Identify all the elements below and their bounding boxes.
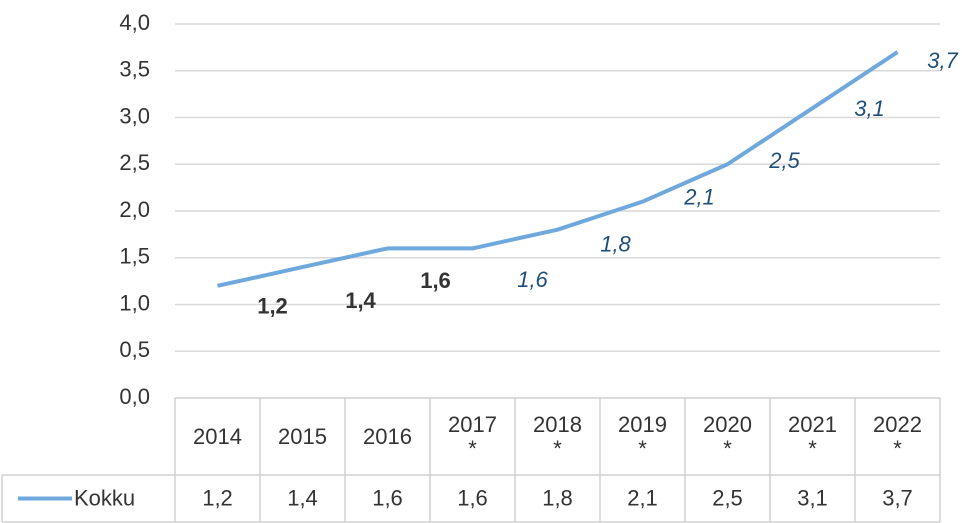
table-value: 1,8 — [542, 485, 573, 510]
y-tick-label: 2,0 — [119, 197, 150, 222]
y-tick-label: 1,5 — [119, 244, 150, 269]
table-value: 3,7 — [882, 485, 913, 510]
x-tick-label: 2014 — [193, 423, 242, 449]
x-tick-label: 2019 * — [618, 411, 667, 461]
y-tick-label: 3,0 — [119, 103, 150, 128]
data-label: 1,6 — [420, 268, 451, 293]
y-tick-label: 0,5 — [119, 337, 150, 362]
x-tick-label: 2021 * — [788, 411, 837, 461]
data-label: 3,7 — [927, 48, 958, 73]
table-value: 3,1 — [797, 485, 828, 510]
x-tick-label: 2017 * — [448, 411, 497, 461]
legend-label: Kokku — [74, 485, 135, 510]
x-tick-label: 2015 — [278, 423, 327, 449]
data-label: 3,1 — [854, 96, 885, 121]
y-tick-label: 0,0 — [119, 384, 150, 409]
data-label: 1,4 — [345, 288, 376, 313]
series-line — [217, 50, 899, 288]
table-value: 2,1 — [627, 485, 658, 510]
x-tick-label: 2022 * — [873, 411, 922, 461]
x-tick-label: 2016 — [363, 423, 412, 449]
y-tick-label: 2,5 — [119, 150, 150, 175]
data-label: 1,6 — [517, 267, 548, 292]
table-value: 1,6 — [457, 485, 488, 510]
table-value: 1,6 — [372, 485, 403, 510]
x-tick-label: 2018 * — [533, 411, 582, 461]
data-label: 1,2 — [257, 294, 288, 319]
x-tick-label: 2020 * — [703, 411, 752, 461]
table-value: 1,4 — [287, 485, 318, 510]
data-label: 2,5 — [768, 148, 800, 173]
y-tick-label: 3,5 — [119, 57, 150, 82]
table-value: 1,2 — [202, 485, 233, 510]
y-tick-label: 1,0 — [119, 290, 150, 315]
y-tick-label: 4,0 — [119, 10, 150, 35]
table-value: 2,5 — [712, 485, 743, 510]
data-label: 2,1 — [683, 184, 715, 209]
data-label: 1,8 — [600, 232, 631, 257]
